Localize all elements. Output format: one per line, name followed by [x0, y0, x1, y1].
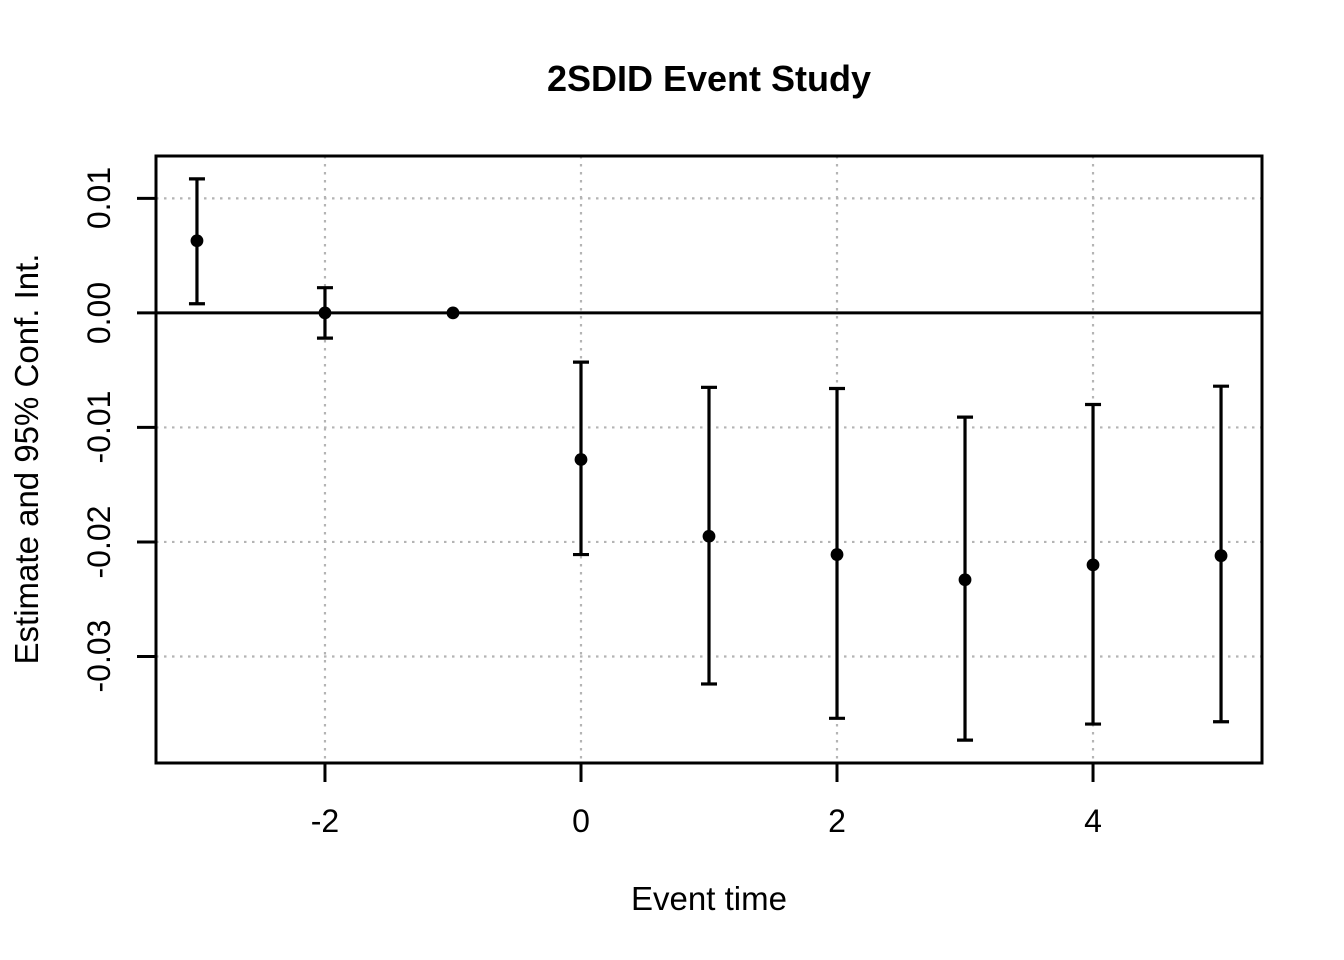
y-tick-label: -0.03	[81, 620, 117, 693]
x-tick-label: 4	[1084, 803, 1102, 839]
data-point	[1214, 549, 1228, 563]
data-point	[830, 548, 844, 561]
data-point	[190, 234, 204, 248]
x-tick-label: 2	[828, 803, 846, 839]
axes	[137, 154, 1264, 782]
data-point	[318, 306, 332, 320]
data-point	[702, 529, 716, 543]
data-point	[1086, 558, 1100, 572]
data-point	[958, 573, 972, 587]
chart-title: 2SDID Event Study	[546, 58, 872, 99]
data-point	[446, 306, 460, 320]
data-point	[574, 453, 588, 466]
y-axis-label: Estimate and 95% Conf. Int.	[8, 253, 45, 665]
data-series	[188, 177, 1230, 742]
x-tick-label: 0	[572, 803, 590, 839]
x-axis-label: Event time	[631, 880, 787, 917]
plot-border	[154, 154, 1264, 765]
x-tick-label: -2	[310, 803, 340, 839]
